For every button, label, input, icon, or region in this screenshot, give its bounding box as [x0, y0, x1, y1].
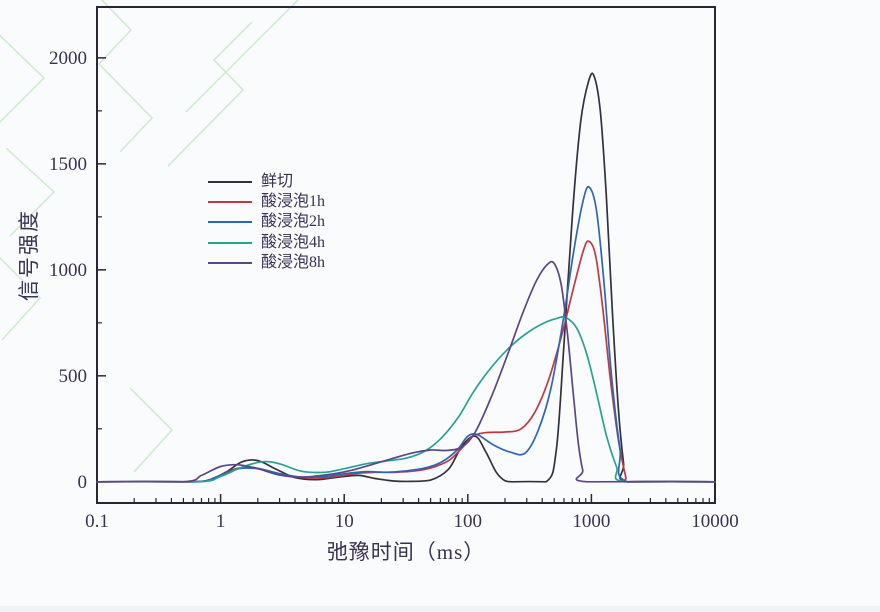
legend-item-label: 酸浸泡1h — [261, 193, 326, 211]
legend-item: 酸浸泡4h — [208, 233, 325, 253]
y-tick-label: 500 — [59, 366, 88, 387]
legend: 鲜切 酸浸泡1h 酸浸泡2h 酸浸泡4h 酸浸泡8h — [208, 172, 325, 273]
watermark-chevron — [5, 147, 56, 237]
legend-item-label: 鲜切 — [261, 173, 294, 191]
watermark-zigzag — [97, 0, 154, 153]
watermark-zigzag — [167, 21, 253, 167]
x-tick-label: 1000 — [572, 511, 610, 532]
legend-item: 酸浸泡1h — [208, 192, 325, 212]
x-axis-title: 弛豫时间（ms） — [326, 540, 486, 564]
y-tick-label: 1000 — [49, 260, 87, 281]
watermark-chevron — [0, 34, 46, 124]
legend-item: 酸浸泡8h — [208, 253, 325, 273]
curve-series-3 — [96, 315, 716, 483]
legend-line-swatch — [208, 221, 252, 224]
bottom-edge-strip — [0, 606, 880, 612]
y-axis-title: 信号强度 — [17, 209, 41, 301]
x-tick-label: 100 — [454, 511, 483, 532]
x-tick-label: 0.1 — [85, 511, 109, 532]
y-tick-label: 1500 — [49, 154, 87, 175]
y-tick-label: 0 — [78, 472, 88, 493]
legend-item: 酸浸泡2h — [208, 212, 325, 232]
legend-line-swatch — [208, 261, 252, 264]
y-tick-label: 2000 — [49, 48, 87, 69]
legend-line-swatch — [208, 241, 252, 244]
legend-line-swatch — [208, 201, 252, 204]
x-tick-label: 1 — [216, 511, 226, 532]
legend-item-label: 酸浸泡2h — [261, 213, 326, 231]
legend-item-label: 酸浸泡8h — [261, 253, 326, 271]
watermark-chevron — [129, 387, 174, 473]
x-tick-label: 10 — [335, 511, 354, 532]
curve-series-2 — [96, 185, 716, 483]
legend-line-swatch — [208, 181, 252, 184]
curve-series-0 — [96, 72, 716, 483]
legend-item-label: 酸浸泡4h — [261, 233, 326, 251]
plot-border — [96, 6, 716, 504]
watermark-chevron — [0, 256, 42, 341]
x-tick-label: 10000 — [691, 511, 739, 532]
legend-item: 鲜切 — [208, 172, 325, 192]
curve-series-4 — [96, 260, 716, 483]
watermark-diagonal — [185, 0, 300, 113]
